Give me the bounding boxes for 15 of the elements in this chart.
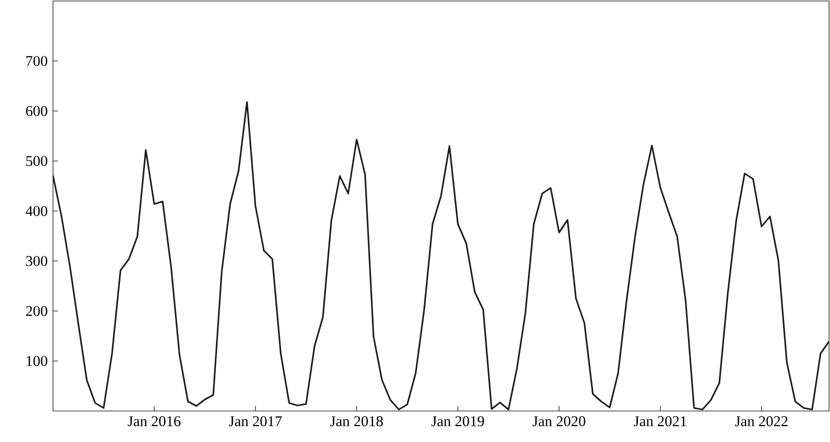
x-tick-label: Jan 2019 (431, 416, 484, 426)
line-series (53, 101, 830, 410)
x-tick-label: Jan 2018 (330, 416, 383, 426)
y-tick-label: 100 (26, 356, 48, 366)
x-tick-label: Jan 2022 (735, 416, 788, 426)
x-tick-label: Jan 2016 (128, 416, 181, 426)
y-tick-label: 300 (26, 256, 48, 266)
y-tick-label: 200 (26, 306, 48, 316)
y-tick-label: 400 (26, 206, 48, 216)
y-tick-label: 500 (26, 156, 48, 166)
x-tick-label: Jan 2017 (228, 416, 282, 426)
y-tick-label: 700 (26, 56, 48, 66)
x-tick-label: Jan 2020 (532, 416, 586, 426)
x-tick-label: Jan 2021 (634, 416, 686, 426)
y-tick-label: 600 (26, 106, 48, 116)
